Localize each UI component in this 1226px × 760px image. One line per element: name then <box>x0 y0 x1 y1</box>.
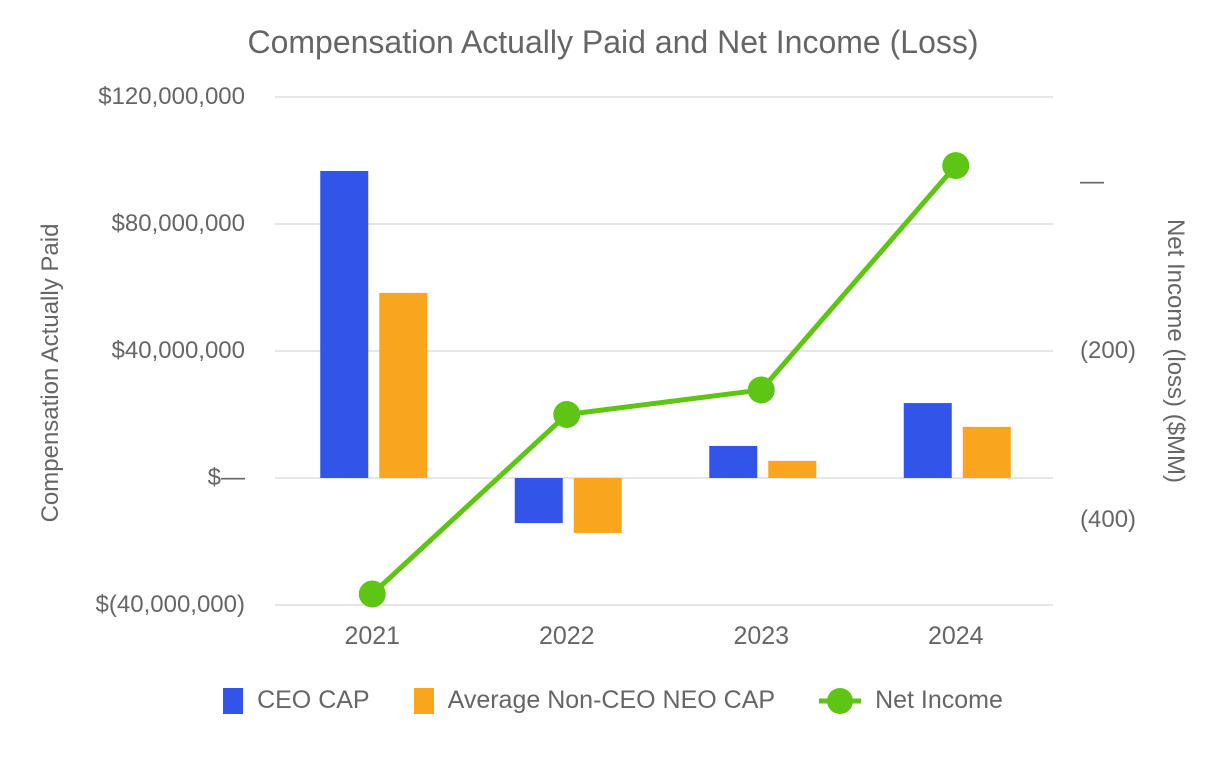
net-income-line-marker-icon <box>819 687 862 714</box>
legend-label: Net Income <box>875 686 1003 714</box>
right-axis-tick: (400) <box>1080 506 1137 534</box>
legend-item-ceo-cap: CEO CAP <box>223 686 370 715</box>
legend-dot <box>827 687 854 714</box>
net-income-line <box>370 163 958 596</box>
right-axis-tick: (200) <box>1080 337 1137 364</box>
bar-ceo-cap-2021 <box>320 170 369 479</box>
bar-ceo-cap-2022 <box>514 478 563 524</box>
net-income-point-2022 <box>553 401 581 428</box>
legend-label: CEO CAP <box>257 686 370 714</box>
net-income-point-2023 <box>747 376 775 404</box>
bar-average-non-ceo-neo-cap-2023 <box>768 460 817 478</box>
bar-average-non-ceo-neo-cap-2021 <box>379 292 428 478</box>
x-axis-tick-2021: 2021 <box>344 622 401 650</box>
bar-average-non-ceo-neo-cap-2022 <box>573 478 622 533</box>
x-axis-tick-2024: 2024 <box>927 622 984 650</box>
left-axis-tick: $40,000,000 <box>111 337 245 364</box>
x-axis-tick-2023: 2023 <box>733 622 790 650</box>
right-axis-tick: — <box>1080 167 1104 195</box>
x-axis-tick-2022: 2022 <box>538 622 595 650</box>
legend-item-net-income: Net Income <box>819 686 1003 715</box>
net-income-point-2021 <box>358 580 386 608</box>
neo-cap-swatch-icon <box>413 687 434 714</box>
bar-ceo-cap-2023 <box>709 445 758 478</box>
chart-title: Compensation Actually Paid and Net Incom… <box>247 24 979 60</box>
legend-label: Average Non-CEO NEO CAP <box>447 686 776 714</box>
legend: CEO CAP Average Non-CEO NEO CAP Net Inco… <box>0 686 1226 715</box>
net-income-point-2024 <box>942 152 970 180</box>
left-axis-tick: $— <box>207 464 245 491</box>
legend-item-neo-cap: Average Non-CEO NEO CAP <box>413 686 776 715</box>
left-axis-tick: $80,000,000 <box>111 210 245 237</box>
left-axis-tick: $120,000,000 <box>98 83 245 110</box>
bar-average-non-ceo-neo-cap-2024 <box>962 426 1011 478</box>
left-axis-tick: $(40,000,000) <box>95 591 245 618</box>
ceo-cap-swatch-icon <box>223 687 244 714</box>
bar-ceo-cap-2024 <box>903 403 952 478</box>
